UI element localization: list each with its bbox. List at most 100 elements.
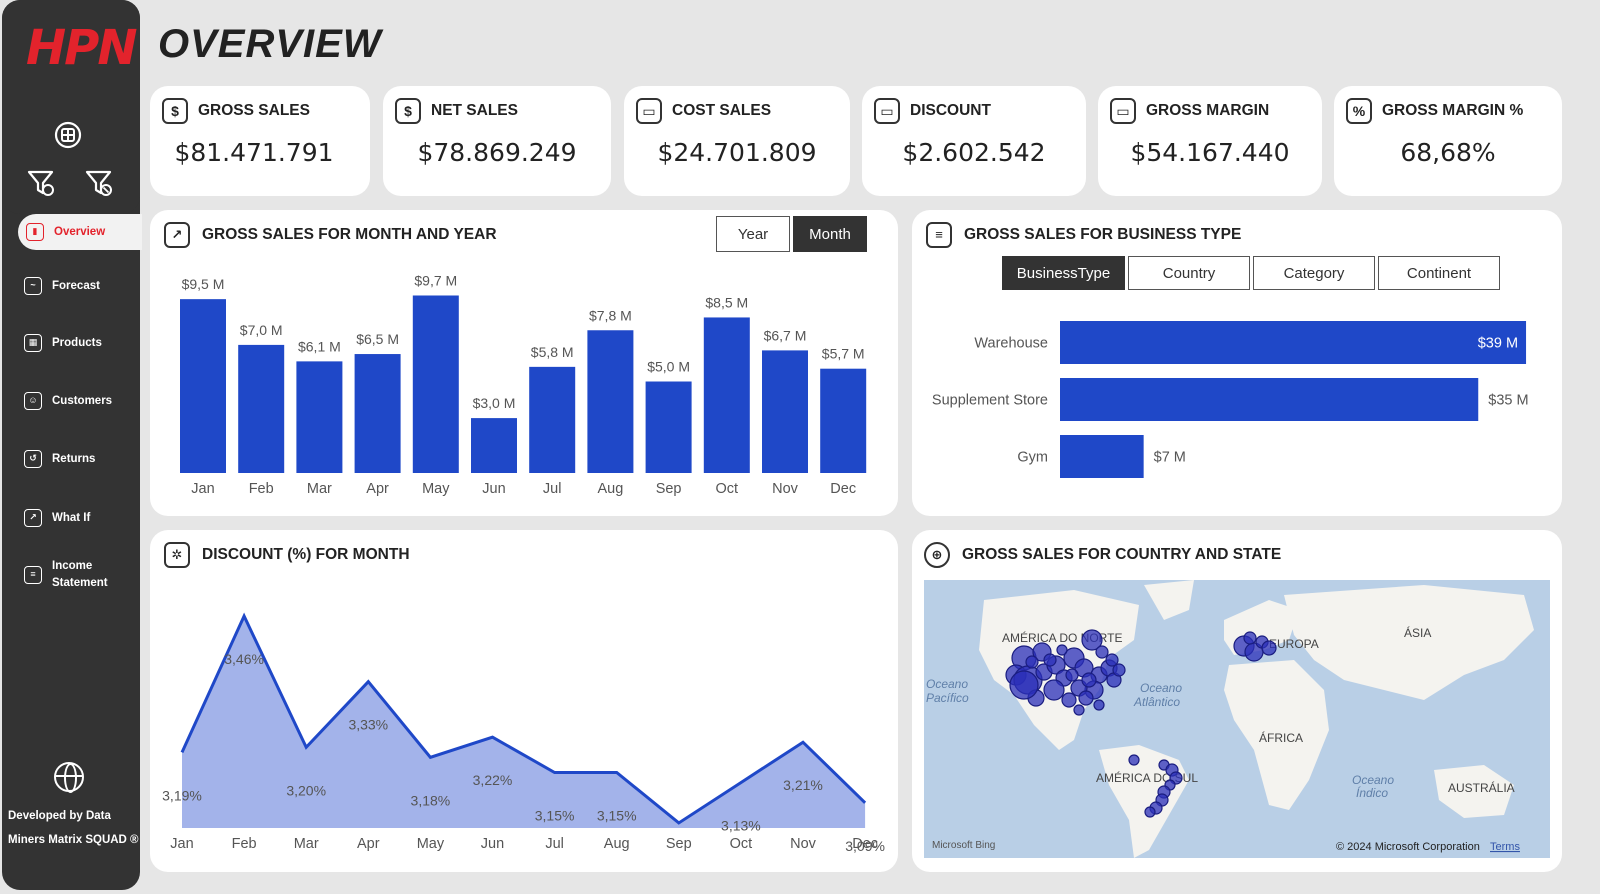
- sidebar-item-forecast[interactable]: ~ Forecast: [24, 268, 138, 304]
- bar-dec[interactable]: [820, 368, 867, 473]
- sidebar-item-customers[interactable]: ☺ Customers: [24, 383, 138, 419]
- map-bubble[interactable]: [1073, 704, 1085, 716]
- map-bubble[interactable]: [1095, 645, 1109, 659]
- map-bubble[interactable]: [1261, 640, 1277, 656]
- discount-point[interactable]: [800, 739, 806, 745]
- discount-point[interactable]: [241, 613, 247, 619]
- x-tick-label: Feb: [249, 481, 274, 497]
- x-tick-label: Dec: [852, 836, 878, 852]
- bar-mar[interactable]: [296, 361, 343, 473]
- sidebar-item-label: Returns: [52, 453, 96, 465]
- map-bubble[interactable]: [1105, 653, 1119, 667]
- y-tick-label: Warehouse: [974, 336, 1048, 352]
- label-asia: ÁSIA: [1404, 625, 1431, 640]
- bar-jun[interactable]: [471, 418, 517, 473]
- x-tick-label: Dec: [830, 481, 856, 497]
- label-atlantic-2: Atlântico: [1133, 695, 1180, 709]
- dimension-tabs: BusinessType Country Category Continent: [1002, 256, 1503, 290]
- clear-filter-icon[interactable]: [84, 168, 114, 198]
- map-bubble[interactable]: [1243, 631, 1257, 645]
- hbar-supplement-store[interactable]: [1060, 378, 1479, 421]
- discount-point[interactable]: [179, 749, 185, 755]
- tab-category[interactable]: Category: [1253, 256, 1375, 290]
- label-south-america: AMÉRICA DO SUL: [1096, 770, 1198, 785]
- x-tick-label: Oct: [716, 481, 739, 497]
- map-bubble[interactable]: [1128, 754, 1140, 766]
- globe-icon: ⊕: [924, 542, 950, 568]
- toggle-year-button[interactable]: Year: [716, 216, 790, 252]
- tab-continent[interactable]: Continent: [1378, 256, 1500, 290]
- sidebar-item-what-if[interactable]: ↗ What If: [24, 500, 138, 536]
- map-bubble[interactable]: [1043, 653, 1057, 667]
- bar-sep[interactable]: [645, 381, 692, 474]
- map-bubble[interactable]: [1056, 644, 1068, 656]
- bar-value-label: $7,0 M: [240, 322, 283, 338]
- label-pacific-2: Pacífico: [926, 691, 969, 705]
- bar-jul[interactable]: [529, 366, 576, 473]
- bar-feb[interactable]: [238, 344, 285, 473]
- bar-nov[interactable]: [762, 350, 808, 473]
- sidebar-item-returns[interactable]: ↺ Returns: [24, 441, 138, 477]
- bar-may[interactable]: [412, 295, 459, 473]
- map-bubble[interactable]: [1061, 692, 1077, 708]
- map-bubble[interactable]: [1112, 663, 1126, 677]
- tab-businesstype[interactable]: BusinessType: [1002, 256, 1125, 290]
- map-bubble[interactable]: [1043, 679, 1065, 701]
- filter-icon[interactable]: [26, 168, 56, 198]
- bar-value-label: $7,8 M: [589, 307, 632, 323]
- sales-map[interactable]: AMÉRICA DO NORTE EUROPA ÁSIA ÁFRICA AMÉR…: [924, 580, 1550, 858]
- bar-value-label: $5,7 M: [822, 346, 865, 362]
- toggle-month-button[interactable]: Month: [793, 216, 867, 252]
- bar-jan[interactable]: [180, 299, 226, 473]
- discount-point[interactable]: [614, 770, 620, 776]
- point-value-label: 3,15%: [535, 808, 575, 824]
- x-tick-label: Apr: [366, 481, 389, 497]
- map-bubble[interactable]: [1009, 670, 1039, 700]
- map-bubble[interactable]: [1078, 690, 1094, 706]
- kpi-gross-sales: $ GROSS SALES $81.471.791: [150, 86, 370, 196]
- map-panel: ⊕ GROSS SALES FOR COUNTRY AND STATE AMÉRI…: [912, 530, 1562, 872]
- sidebar-item-products[interactable]: ▦ Products: [24, 325, 138, 361]
- globe-icon[interactable]: [54, 762, 84, 793]
- discount-icon: ✲: [164, 542, 190, 568]
- brand-logo: HPN: [26, 20, 138, 76]
- map-bubble[interactable]: [1081, 629, 1103, 651]
- discount-point[interactable]: [862, 800, 868, 806]
- x-tick-label: Jun: [482, 481, 505, 497]
- bar-oct[interactable]: [703, 317, 750, 473]
- bar-aug[interactable]: [587, 330, 634, 473]
- map-bubble[interactable]: [1144, 806, 1156, 818]
- map-bubble[interactable]: [1081, 672, 1097, 688]
- developer-credit: Developed by Data Miners Matrix SQUAD ®: [8, 804, 140, 852]
- discount-point[interactable]: [676, 820, 682, 826]
- map-bubble[interactable]: [1025, 655, 1039, 669]
- sidebar: HPN ▮ Overview ~ Forecast ▦ Products ☺ C…: [2, 0, 142, 890]
- discount-point[interactable]: [552, 770, 558, 776]
- panel-title: DISCOUNT (%) FOR MONTH: [202, 546, 410, 563]
- x-tick-label: Jun: [481, 836, 504, 852]
- label-pacific-1: Oceano: [926, 677, 968, 691]
- kpi-net-sales: $ NET SALES $78.869.249: [383, 86, 611, 196]
- discount-point[interactable]: [303, 744, 309, 750]
- sidebar-item-income-statement[interactable]: ≡ Income Statement: [24, 555, 138, 595]
- map-bubble[interactable]: [1065, 668, 1079, 682]
- hbar-warehouse[interactable]: [1060, 321, 1527, 364]
- home-icon[interactable]: [53, 120, 83, 150]
- hbar-gym[interactable]: [1060, 435, 1144, 478]
- kpi-value: $24.701.809: [657, 138, 817, 167]
- bar-apr[interactable]: [354, 354, 401, 473]
- discount-point[interactable]: [365, 679, 371, 685]
- discount-point[interactable]: [490, 734, 496, 740]
- x-tick-label: Jul: [543, 481, 562, 497]
- discount-point[interactable]: [427, 754, 433, 760]
- sidebar-item-overview[interactable]: [18, 214, 142, 250]
- discount-point[interactable]: [738, 780, 744, 786]
- kpi-label: NET SALES: [431, 102, 518, 119]
- monthly-sales-panel: ↗ GROSS SALES FOR MONTH AND YEAR Year Mon…: [150, 210, 898, 516]
- tab-country[interactable]: Country: [1128, 256, 1250, 290]
- forecast-icon: ~: [24, 277, 42, 295]
- map-bubble[interactable]: [1093, 699, 1105, 711]
- sidebar-item-overview-label[interactable]: ▮ Overview: [26, 218, 105, 246]
- kpi-gross-margin: ▭ GROSS MARGIN $54.167.440: [1098, 86, 1322, 196]
- map-terms-link[interactable]: Terms: [1490, 841, 1520, 853]
